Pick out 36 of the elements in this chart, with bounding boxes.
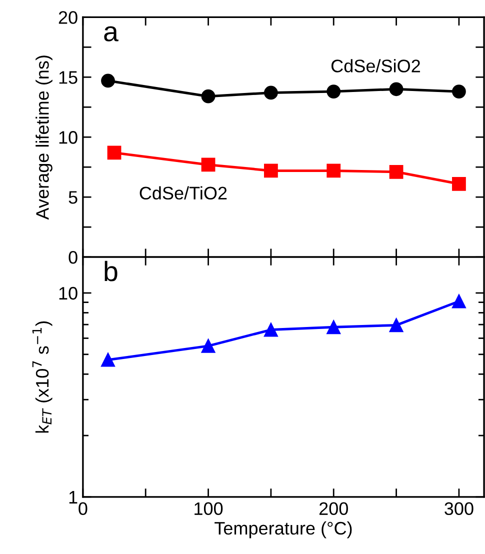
point [452, 84, 466, 98]
x-tick-label: 0 [78, 502, 88, 516]
series-label: CdSe/TiO2 [140, 186, 227, 200]
point [107, 146, 122, 160]
y-tick-label: 20 [58, 11, 78, 24]
point [326, 320, 341, 334]
x-axis-title: Temperature (°C) [214, 521, 352, 538]
y-axis-title: Average lifetime (ns) [36, 56, 52, 220]
point [201, 89, 216, 104]
point [264, 322, 278, 337]
y-tick-label: 5 [68, 191, 78, 204]
y-tick-label: 0 [68, 250, 78, 264]
annotation: b [104, 260, 118, 282]
point [201, 158, 216, 172]
y-tick-label: 10 [59, 286, 78, 300]
point [389, 318, 404, 332]
annotation: a [104, 26, 118, 42]
point [201, 338, 216, 353]
x-tick-label: 300 [444, 502, 474, 516]
series-label: CdSe/SiO2 [331, 59, 420, 72]
point [264, 164, 278, 178]
point [389, 164, 404, 179]
point [452, 176, 466, 191]
point [101, 352, 115, 367]
y-tick-label: 15 [59, 71, 78, 84]
point [264, 86, 278, 100]
y-tick-label: 1 [69, 491, 78, 504]
y-axis-title: k$_{ET}$ (x10$^{7}$ s$^{−1}$) [32, 321, 52, 433]
point [326, 164, 341, 178]
point [101, 74, 115, 88]
x-tick-label: 200 [319, 502, 348, 516]
y-tick-label: 10 [59, 131, 78, 144]
point [452, 294, 466, 308]
x-tick-label: 100 [194, 502, 223, 516]
point [389, 82, 404, 96]
point [326, 84, 341, 98]
